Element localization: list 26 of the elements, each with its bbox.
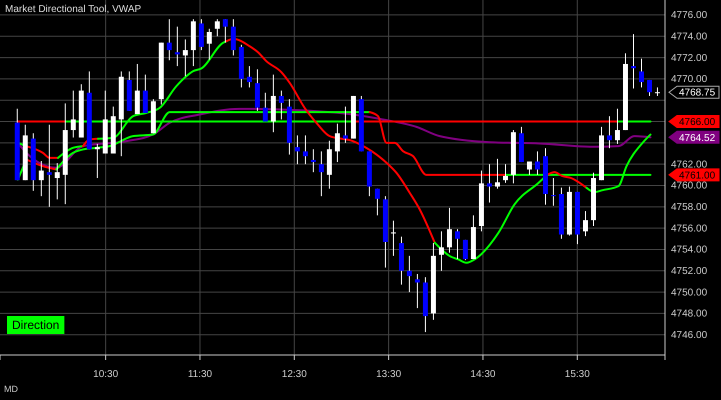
y-tick-label: 4754.00 bbox=[671, 244, 708, 256]
y-tick-label: 4770.00 bbox=[671, 74, 708, 86]
price-tag: 4761.00 bbox=[668, 168, 720, 182]
x-tick-label: 12:30 bbox=[282, 369, 308, 380]
price-tag: 4768.75 bbox=[668, 86, 720, 99]
price-tag: 4764.52 bbox=[668, 130, 720, 144]
y-tick-label: 4752.00 bbox=[671, 266, 708, 277]
y-tick-label: 4774.00 bbox=[671, 31, 708, 42]
chart-title: Market Directional Tool, VWAP bbox=[5, 4, 142, 15]
y-tick-label: 4756.00 bbox=[671, 223, 708, 234]
price-tag: 4766.00 bbox=[668, 115, 720, 128]
x-tick-label: 13:30 bbox=[376, 369, 402, 380]
y-tick-label: 4746.00 bbox=[671, 330, 708, 341]
y-tick-label: 4776.00 bbox=[671, 10, 708, 22]
y-tick-label: 4762.00 bbox=[671, 159, 708, 170]
y-tick-label: 4760.00 bbox=[671, 180, 708, 192]
annotation: Direction bbox=[12, 318, 60, 332]
text: MD bbox=[4, 384, 18, 394]
x-tick-label: 14:30 bbox=[470, 369, 496, 380]
x-tick-label: 11:30 bbox=[188, 369, 213, 380]
y-tick-label: 4750.00 bbox=[671, 287, 708, 298]
y-tick-label: 4748.00 bbox=[671, 308, 708, 320]
y-tick-label: 4772.00 bbox=[671, 52, 708, 64]
x-tick-label: 10:30 bbox=[93, 369, 119, 380]
y-tick-label: 4758.00 bbox=[671, 202, 708, 214]
x-tick-label: 15:30 bbox=[564, 369, 590, 380]
